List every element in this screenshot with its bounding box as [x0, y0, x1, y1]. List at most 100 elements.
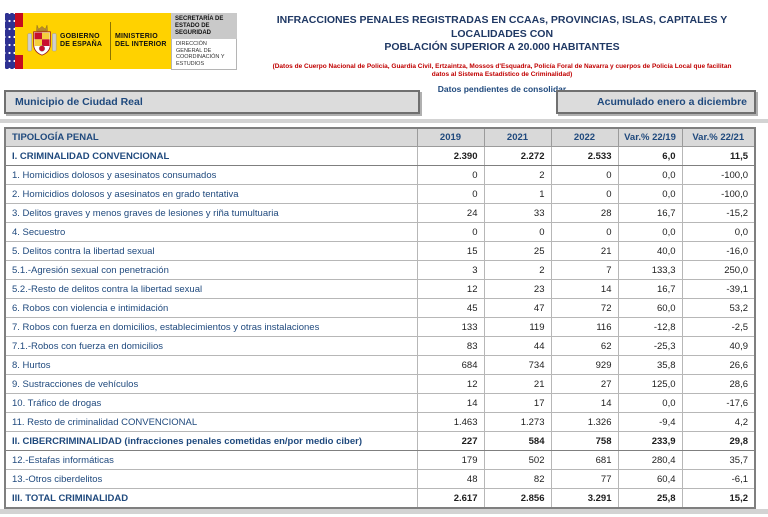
table-row: 5. Delitos contra la libertad sexual 15 …: [4, 241, 756, 261]
value-2022: 0: [550, 165, 619, 185]
secretariat-label: SECRETARÍA DE ESTADO DE SEGURIDAD: [171, 13, 237, 39]
value-var-22-21: 11,5: [681, 146, 756, 166]
value-2022: 62: [550, 336, 619, 356]
pending-note: Datos pendientes de consolidar: [437, 83, 567, 94]
value-var-22-19: -9,4: [617, 412, 683, 432]
value-2019: 3: [416, 260, 485, 280]
table-row: II. CIBERCRIMINALIDAD (infracciones pena…: [4, 431, 756, 451]
value-2022: 28: [550, 203, 619, 223]
value-2022: 7: [550, 260, 619, 280]
table-body: I. CRIMINALIDAD CONVENCIONAL 2.390 2.272…: [4, 146, 756, 509]
value-var-22-19: 233,9: [617, 431, 683, 451]
value-2019: 179: [416, 450, 485, 470]
table-row: 10. Tráfico de drogas 14 17 14 0,0 -17,6: [4, 393, 756, 413]
value-2021: 119: [483, 317, 552, 337]
value-var-22-21: 250,0: [681, 260, 756, 280]
period-selector[interactable]: Acumulado enero a diciembre: [556, 90, 756, 114]
value-2019: 12: [416, 374, 485, 394]
value-2021: 2: [483, 260, 552, 280]
table-row: 3. Delitos graves y menos graves de lesi…: [4, 203, 756, 223]
value-var-22-19: 16,7: [617, 279, 683, 299]
value-var-22-19: 35,8: [617, 355, 683, 375]
value-var-22-21: 53,2: [681, 298, 756, 318]
value-var-22-21: -17,6: [681, 393, 756, 413]
value-2019: 0: [416, 184, 485, 204]
table-row: 13.-Otros ciberdelitos 48 82 77 60,4 -6,…: [4, 469, 756, 489]
divider-strip-bottom: [0, 509, 768, 514]
row-label: 6. Robos con violencia e intimidación: [4, 298, 418, 318]
table-row: 11. Resto de criminalidad CONVENCIONAL 1…: [4, 412, 756, 432]
table-row: 6. Robos con violencia e intimidación 45…: [4, 298, 756, 318]
value-2021: 82: [483, 469, 552, 489]
value-var-22-21: -100,0: [681, 165, 756, 185]
crime-statistics-table: TIPOLOGÍA PENAL 2019 2021 2022 Var.% 22/…: [4, 127, 756, 509]
row-label: 2. Homicidios dolosos y asesinatos en gr…: [4, 184, 418, 204]
table-row: 5.2.-Resto de delitos contra la libertad…: [4, 279, 756, 299]
value-2021: 47: [483, 298, 552, 318]
value-2022: 77: [550, 469, 619, 489]
value-2019: 133: [416, 317, 485, 337]
title-block: INFRACCIONES PENALES REGISTRADAS EN CCAA…: [240, 14, 764, 94]
column-header-tipologia-penal: TIPOLOGÍA PENAL: [4, 127, 418, 147]
row-label: 10. Tráfico de drogas: [4, 393, 418, 413]
logo-yellow-block: GOBIERNO DE ESPAÑA MINISTERIO DEL INTERI…: [23, 13, 171, 69]
value-2021: 44: [483, 336, 552, 356]
value-2019: 227: [416, 431, 485, 451]
value-2022: 72: [550, 298, 619, 318]
row-label: 8. Hurtos: [4, 355, 418, 375]
row-label: I. CRIMINALIDAD CONVENCIONAL: [4, 146, 418, 166]
table-row: 8. Hurtos 684 734 929 35,8 26,6: [4, 355, 756, 375]
value-var-22-19: -12,8: [617, 317, 683, 337]
spain-coat-of-arms-icon: [27, 25, 57, 56]
value-2022: 116: [550, 317, 619, 337]
row-label: 1. Homicidios dolosos y asesinatos consu…: [4, 165, 418, 185]
table-row: 7.1.-Robos con fuerza en domicilios 83 4…: [4, 336, 756, 356]
value-2021: 1: [483, 184, 552, 204]
table-row: 2. Homicidios dolosos y asesinatos en gr…: [4, 184, 756, 204]
table-row: III. TOTAL CRIMINALIDAD 2.617 2.856 3.29…: [4, 488, 756, 509]
value-2022: 0: [550, 222, 619, 242]
value-2021: 1.273: [483, 412, 552, 432]
row-label: 11. Resto de criminalidad CONVENCIONAL: [4, 412, 418, 432]
value-2019: 48: [416, 469, 485, 489]
value-var-22-19: 0,0: [617, 165, 683, 185]
value-2021: 584: [483, 431, 552, 451]
column-header-2022: 2022: [550, 127, 619, 147]
value-2019: 0: [416, 222, 485, 242]
divider-strip-top: [0, 119, 768, 123]
page-title: INFRACCIONES PENALES REGISTRADAS EN CCAA…: [240, 14, 764, 55]
column-header-2021: 2021: [483, 127, 552, 147]
value-2022: 929: [550, 355, 619, 375]
value-2022: 21: [550, 241, 619, 261]
value-var-22-21: -2,5: [681, 317, 756, 337]
value-2019: 0: [416, 165, 485, 185]
table-row: I. CRIMINALIDAD CONVENCIONAL 2.390 2.272…: [4, 146, 756, 166]
page-title-line1: INFRACCIONES PENALES REGISTRADAS EN CCAA…: [276, 14, 728, 40]
value-var-22-21: -6,1: [681, 469, 756, 489]
row-label: II. CIBERCRIMINALIDAD (infracciones pena…: [4, 431, 418, 451]
value-var-22-19: 133,3: [617, 260, 683, 280]
value-2019: 45: [416, 298, 485, 318]
value-2019: 24: [416, 203, 485, 223]
value-2019: 2.390: [416, 146, 485, 166]
column-header-2019: 2019: [416, 127, 485, 147]
department-column: SECRETARÍA DE ESTADO DE SEGURIDAD DIRECC…: [171, 13, 237, 70]
row-label: 3. Delitos graves y menos graves de lesi…: [4, 203, 418, 223]
table-row: 1. Homicidios dolosos y asesinatos consu…: [4, 165, 756, 185]
value-2022: 14: [550, 279, 619, 299]
row-label: 5. Delitos contra la libertad sexual: [4, 241, 418, 261]
value-2021: 33: [483, 203, 552, 223]
row-label: 7.1.-Robos con fuerza en domicilios: [4, 336, 418, 356]
value-2021: 0: [483, 222, 552, 242]
value-var-22-19: 60,4: [617, 469, 683, 489]
table-row: 9. Sustracciones de vehículos 12 21 27 1…: [4, 374, 756, 394]
column-header-var-22-21: Var.% 22/21: [681, 127, 756, 147]
table-row: 12.-Estafas informáticas 179 502 681 280…: [4, 450, 756, 470]
value-var-22-21: 15,2: [681, 488, 756, 509]
ministry-line1: MINISTERIO: [115, 32, 158, 40]
value-var-22-19: 25,8: [617, 488, 683, 509]
ministry-label: MINISTERIO DEL INTERIOR: [115, 33, 167, 50]
value-2021: 23: [483, 279, 552, 299]
municipality-selector[interactable]: Municipio de Ciudad Real: [4, 90, 420, 114]
